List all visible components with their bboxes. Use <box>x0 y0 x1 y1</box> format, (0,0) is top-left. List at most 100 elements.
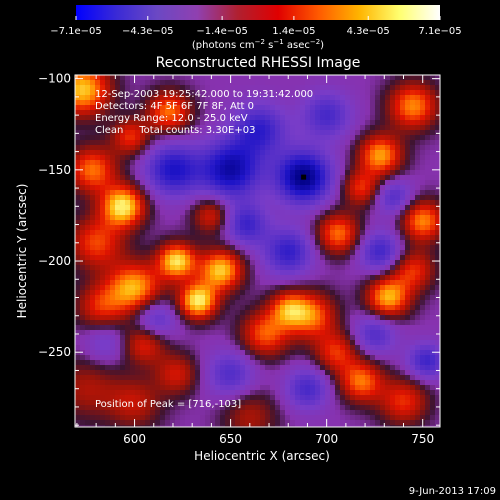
heatmap-cell <box>260 215 266 221</box>
heatmap-cell <box>435 300 440 306</box>
heatmap-cell <box>90 145 96 151</box>
heatmap-cell <box>140 290 146 296</box>
heatmap-cell <box>245 305 251 311</box>
heatmap-cell <box>150 220 156 226</box>
heatmap-cell <box>420 175 426 181</box>
heatmap-cell <box>315 270 321 276</box>
heatmap-cell <box>385 305 391 311</box>
heatmap-cell <box>420 210 426 216</box>
heatmap-cell <box>150 295 156 301</box>
heatmap-cell <box>325 85 331 91</box>
heatmap-cell <box>240 275 246 281</box>
heatmap-cell <box>290 90 296 96</box>
heatmap-cell <box>415 85 421 91</box>
heatmap-cell <box>365 390 371 396</box>
heatmap-cell <box>95 170 101 176</box>
heatmap-cell <box>405 315 411 321</box>
heatmap-cell <box>160 80 166 86</box>
heatmap-cell <box>160 145 166 151</box>
heatmap-cell <box>395 405 401 411</box>
heatmap-cell <box>255 390 261 396</box>
heatmap-cell <box>210 300 216 306</box>
heatmap-cell <box>255 230 261 236</box>
heatmap-cell <box>265 310 271 316</box>
heatmap-cell <box>170 105 176 111</box>
heatmap-cell <box>95 330 101 336</box>
heatmap-cell <box>255 220 261 226</box>
heatmap-cell <box>85 300 91 306</box>
heatmap-cell <box>165 370 171 376</box>
heatmap-cell <box>365 385 371 391</box>
heatmap-cell <box>415 395 421 401</box>
heatmap-cell <box>425 125 431 131</box>
heatmap-cell <box>230 330 236 336</box>
heatmap-cell <box>385 300 391 306</box>
heatmap-cell <box>320 235 326 241</box>
heatmap-cell <box>350 100 356 106</box>
heatmap-cell <box>215 175 221 181</box>
heatmap-cell <box>280 285 286 291</box>
heatmap-cell <box>135 305 141 311</box>
heatmap-cell <box>415 315 421 321</box>
heatmap-cell <box>200 390 206 396</box>
heatmap-cell <box>210 245 216 251</box>
heatmap-cell <box>320 280 326 286</box>
heatmap-cell <box>95 260 101 266</box>
heatmap-cell <box>225 180 231 186</box>
heatmap-cell <box>110 95 116 101</box>
heatmap-cell <box>405 165 411 171</box>
heatmap-cell <box>130 375 136 381</box>
heatmap-cell <box>285 125 291 131</box>
heatmap-cell <box>220 160 226 166</box>
heatmap-cell <box>320 395 326 401</box>
heatmap-cell <box>100 230 106 236</box>
heatmap-cell <box>395 245 401 251</box>
heatmap-cell <box>150 195 156 201</box>
heatmap-cell <box>395 145 401 151</box>
heatmap-cell <box>270 185 276 191</box>
heatmap-cell <box>345 350 351 356</box>
heatmap-cell <box>335 115 341 121</box>
heatmap-cell <box>295 80 301 86</box>
heatmap-cell <box>220 260 226 266</box>
heatmap-cell <box>245 390 251 396</box>
heatmap-cell <box>350 410 356 416</box>
heatmap-cell <box>415 340 421 346</box>
heatmap-cell <box>205 335 211 341</box>
heatmap-cell <box>85 290 91 296</box>
heatmap-cell <box>420 135 426 141</box>
heatmap-cell <box>85 235 91 241</box>
heatmap-cell <box>300 330 306 336</box>
heatmap-cell <box>120 210 126 216</box>
heatmap-cell <box>130 395 136 401</box>
heatmap-cell <box>190 90 196 96</box>
heatmap-cell <box>405 275 411 281</box>
heatmap-cell <box>315 200 321 206</box>
heatmap-cell <box>155 415 161 421</box>
heatmap-cell <box>215 380 221 386</box>
heatmap-cell <box>405 220 411 226</box>
heatmap-cell <box>390 275 396 281</box>
heatmap-cell <box>240 410 246 416</box>
heatmap-cell <box>325 305 331 311</box>
heatmap-cell <box>290 205 296 211</box>
heatmap-cell <box>390 310 396 316</box>
heatmap-cell <box>180 335 186 341</box>
heatmap-cell <box>185 200 191 206</box>
heatmap-cell <box>390 390 396 396</box>
heatmap-cell <box>100 320 106 326</box>
heatmap-cell <box>390 75 396 81</box>
heatmap-cell <box>205 245 211 251</box>
heatmap-cell <box>270 355 276 361</box>
heatmap-cell <box>130 100 136 106</box>
heatmap-cell <box>355 370 361 376</box>
heatmap-cell <box>200 410 206 416</box>
heatmap-cell <box>385 335 391 341</box>
heatmap-cell <box>335 380 341 386</box>
heatmap-cell <box>200 270 206 276</box>
heatmap-cell <box>405 210 411 216</box>
heatmap-cell <box>330 390 336 396</box>
heatmap-cell <box>285 350 291 356</box>
heatmap-cell <box>115 100 121 106</box>
heatmap-cell <box>110 415 116 421</box>
